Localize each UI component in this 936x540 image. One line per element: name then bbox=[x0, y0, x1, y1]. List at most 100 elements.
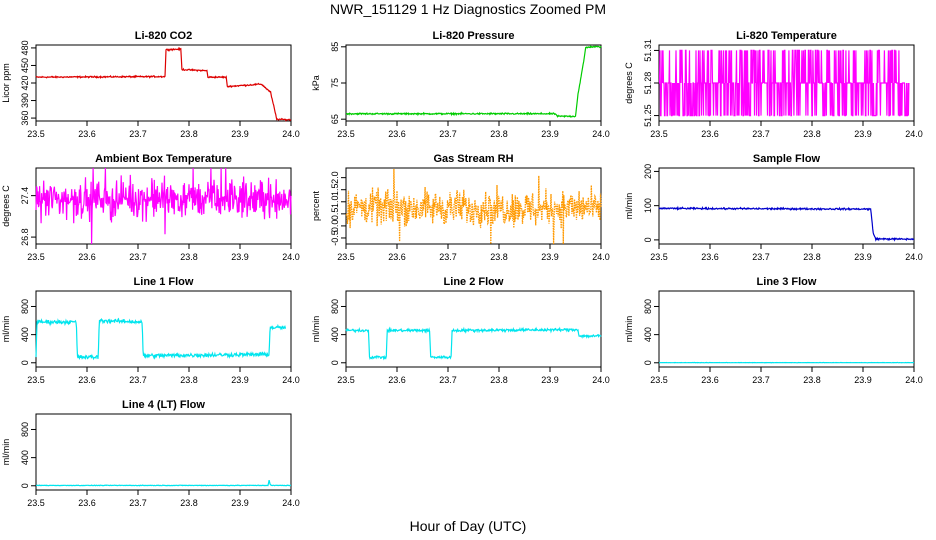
panel-title: Ambient Box Temperature bbox=[95, 153, 232, 165]
y-tick-label: 2.0 bbox=[330, 171, 340, 184]
figure-xlabel: Hour of Day (UTC) bbox=[409, 518, 527, 534]
x-tick-label: 23.5 bbox=[27, 252, 45, 262]
panel-ylabel: degrees C bbox=[624, 62, 634, 104]
x-tick-label: 23.6 bbox=[78, 498, 96, 508]
x-tick-label: 23.5 bbox=[650, 375, 668, 385]
x-tick-label: 24.0 bbox=[592, 129, 610, 139]
panel-title: Li-820 CO2 bbox=[135, 30, 192, 42]
x-tick-label: 23.8 bbox=[803, 252, 821, 262]
plot-frame bbox=[658, 290, 915, 368]
plot-frame bbox=[35, 290, 292, 368]
panel-title: Line 1 Flow bbox=[134, 276, 194, 288]
y-tick-label: 360 bbox=[20, 111, 30, 126]
x-tick-label: 24.0 bbox=[592, 375, 610, 385]
x-tick-label: 23.5 bbox=[337, 129, 355, 139]
x-tick-label: 23.7 bbox=[752, 252, 770, 262]
series-line bbox=[345, 326, 602, 361]
y-tick-label: 0 bbox=[330, 360, 340, 365]
y-tick-label: 800 bbox=[330, 299, 340, 314]
y-tick-label: 800 bbox=[20, 299, 30, 314]
x-tick-label: 23.9 bbox=[541, 129, 559, 139]
series-line bbox=[35, 317, 286, 361]
x-tick-label: 23.7 bbox=[752, 129, 770, 139]
x-tick-label: 23.9 bbox=[231, 375, 249, 385]
x-tick-label: 23.8 bbox=[180, 498, 198, 508]
y-tick-label: 800 bbox=[643, 299, 653, 314]
panel-9: Line 3 Flow ml/min 23.5 23.6 23.7 23.8 23.9 24.… bbox=[624, 276, 923, 385]
series-line bbox=[658, 49, 910, 117]
y-tick-label: 51.28 bbox=[643, 72, 653, 95]
x-tick-label: 23.9 bbox=[854, 252, 872, 262]
x-tick-label: 23.6 bbox=[388, 129, 406, 139]
x-tick-label: 23.5 bbox=[650, 252, 668, 262]
y-tick-label: 1.0 bbox=[330, 196, 340, 209]
series-line bbox=[35, 479, 291, 487]
panel-ylabel: ml/min bbox=[311, 316, 321, 343]
x-tick-label: 23.7 bbox=[439, 129, 457, 139]
x-tick-label: 23.5 bbox=[650, 129, 668, 139]
x-tick-label: 23.8 bbox=[803, 375, 821, 385]
x-tick-label: 24.0 bbox=[282, 498, 300, 508]
panel-3: Li-820 Temperature degrees C 23.5 23.6 23.7 2… bbox=[624, 30, 923, 139]
y-tick-label: 1.5 bbox=[330, 183, 340, 196]
y-tick-label: 51.31 bbox=[643, 39, 653, 62]
y-tick-label: 0.0 bbox=[330, 220, 340, 233]
y-tick-label: 400 bbox=[330, 327, 340, 342]
series-line bbox=[345, 168, 602, 245]
panel-ylabel: degrees C bbox=[1, 185, 11, 227]
x-tick-label: 23.5 bbox=[337, 375, 355, 385]
y-tick-label: 85 bbox=[330, 42, 340, 52]
x-tick-label: 24.0 bbox=[282, 375, 300, 385]
x-tick-label: 23.9 bbox=[541, 252, 559, 262]
x-tick-label: 23.8 bbox=[180, 252, 198, 262]
y-tick-label: 100 bbox=[643, 198, 653, 213]
panel-title: Sample Flow bbox=[753, 153, 821, 165]
x-tick-label: 23.8 bbox=[490, 129, 508, 139]
x-tick-label: 23.6 bbox=[78, 252, 96, 262]
y-tick-label: 400 bbox=[20, 450, 30, 465]
panel-4: Ambient Box Temperature degrees C 23.5 23.6… bbox=[1, 153, 300, 262]
x-tick-label: 24.0 bbox=[905, 129, 923, 139]
x-tick-label: 23.7 bbox=[129, 375, 147, 385]
y-tick-label: 400 bbox=[643, 327, 653, 342]
x-tick-label: 24.0 bbox=[905, 375, 923, 385]
panel-title: Li-820 Temperature bbox=[736, 30, 837, 42]
y-tick-label: 420 bbox=[20, 75, 30, 90]
panel-ylabel: Licor ppm bbox=[1, 63, 11, 103]
y-tick-label: 0 bbox=[20, 483, 30, 488]
x-tick-label: 23.6 bbox=[701, 129, 719, 139]
x-tick-label: 23.6 bbox=[78, 375, 96, 385]
x-tick-label: 23.6 bbox=[701, 375, 719, 385]
y-tick-label: 0 bbox=[20, 360, 30, 365]
y-tick-label: 200 bbox=[643, 164, 653, 179]
x-tick-label: 24.0 bbox=[282, 129, 300, 139]
panel-7: Line 1 Flow ml/min 23.5 23.6 23.7 23.8 23.9 24.… bbox=[1, 276, 300, 385]
panel-title: Line 2 Flow bbox=[444, 276, 504, 288]
panel-1: Li-820 CO2 Licor ppm 23.5 23.6 23.7 23.8 23.9 2… bbox=[1, 30, 300, 139]
y-tick-label: 26.8 bbox=[20, 228, 30, 246]
panel-ylabel: ml/min bbox=[624, 316, 634, 343]
y-tick-label: 51.25 bbox=[643, 104, 653, 127]
panel-ylabel: kPa bbox=[311, 75, 321, 91]
y-tick-label: 65 bbox=[330, 114, 340, 124]
panel-title: Li-820 Pressure bbox=[433, 30, 515, 42]
y-tick-label: 75 bbox=[330, 78, 340, 88]
x-tick-label: 23.9 bbox=[854, 129, 872, 139]
x-tick-label: 23.7 bbox=[439, 375, 457, 385]
panel-title: Line 4 (LT) Flow bbox=[122, 399, 205, 411]
panel-2: Li-820 Pressure kPa 23.5 23.6 23.7 23.8 23.9 24… bbox=[311, 30, 610, 139]
x-tick-label: 23.7 bbox=[129, 129, 147, 139]
x-tick-label: 23.8 bbox=[490, 375, 508, 385]
panel-ylabel: ml/min bbox=[624, 193, 634, 220]
x-tick-label: 23.9 bbox=[231, 129, 249, 139]
series-line bbox=[35, 167, 292, 245]
x-tick-label: 23.9 bbox=[541, 375, 559, 385]
panel-ylabel: ml/min bbox=[1, 439, 11, 466]
y-tick-label: 480 bbox=[20, 40, 30, 55]
panel-10: Line 4 (LT) Flow ml/min 23.5 23.6 23.7 23.8 23… bbox=[1, 399, 300, 508]
plot-frame bbox=[345, 290, 602, 368]
x-tick-label: 23.5 bbox=[337, 252, 355, 262]
x-tick-label: 23.5 bbox=[27, 129, 45, 139]
plot-frame bbox=[658, 167, 915, 245]
